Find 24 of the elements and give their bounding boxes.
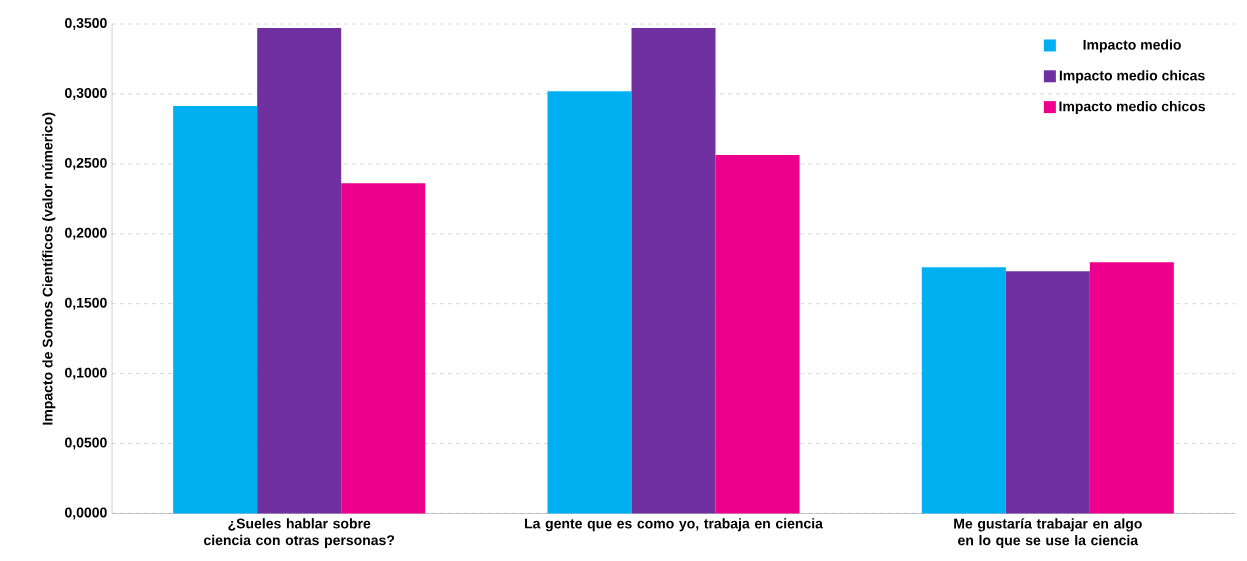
bar [547,90,632,514]
y-tick-label: 0,2500 [65,157,107,170]
bar [173,105,258,514]
bar [257,27,342,514]
bar [631,27,716,514]
y-tick-label: 0,1000 [65,367,107,380]
y-tick-label: 0,0000 [65,507,107,520]
x-tick-label: La gente que es como yo, trabaja en ciencia [525,517,823,532]
bar [921,267,1006,514]
y-axis-title: Impacto de Somos Científicos (valor númerico) [42,112,56,425]
y-tick-label: 0,3000 [65,87,107,100]
legend-label: Impacto medio chicos [1059,100,1206,114]
bar [715,154,800,514]
legend-label: Impacto medio [1083,39,1181,53]
y-tick-label: 0,1500 [65,297,107,310]
y-tick-label: 0,2000 [65,227,107,240]
y-tick-label: 0,3500 [65,17,107,30]
x-tick-label: ¿Sueles hablar sobre ciencia con otras personas? [204,517,395,548]
legend-label: Impacto medio chicas [1059,69,1205,84]
bar [341,182,426,514]
bar [1089,261,1174,514]
x-tick-label: Me gustaría trabajar en algo en lo que se use la ciencia [954,517,1142,548]
y-tick-label: 0,0500 [65,437,107,450]
bar [1005,271,1090,514]
